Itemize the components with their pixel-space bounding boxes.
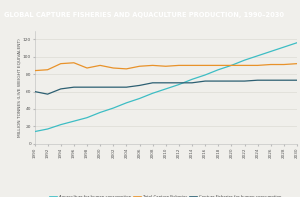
Text: GLOBAL CAPTURE FISHERIES AND AQUACULTURE PRODUCTION, 1990–2030: GLOBAL CAPTURE FISHERIES AND AQUACULTURE… [4, 12, 284, 18]
Y-axis label: MILLION TONNES (LIVE WEIGHT EQUIVALENT): MILLION TONNES (LIVE WEIGHT EQUIVALENT) [18, 38, 22, 137]
Legend: Aquaculture for human consumption, Total Capture Fisheries, Capture Fisheries fo: Aquaculture for human consumption, Total… [49, 193, 283, 197]
